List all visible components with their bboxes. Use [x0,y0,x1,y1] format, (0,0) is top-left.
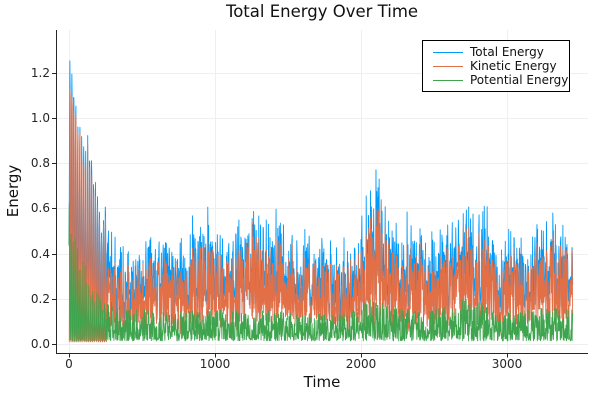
legend-line-swatch [433,65,463,67]
y-tick-label: 0.8 [30,156,50,171]
y-tick-label: 1.0 [30,111,50,126]
y-tick-label: 0.6 [30,201,50,216]
y-tick-label: 0.2 [30,291,50,306]
legend-line-swatch [433,51,463,53]
legend-entry: Potential Energy [433,73,568,87]
y-tick-label: 0.4 [30,246,50,261]
y-tick-label: 0.0 [30,336,50,351]
y-tick-label: 1.2 [30,66,50,81]
chart-title: Total Energy Over Time [225,2,419,21]
legend-line-swatch [433,79,463,81]
x-tick-label: 3000 [491,357,523,371]
x-tick-label: 1000 [199,357,231,371]
legend: Total Energy Kinetic Energy Potential Ener… [422,40,570,92]
legend-label: Total Energy [470,45,544,59]
legend-entry: Kinetic Energy [433,59,563,73]
x-tick-label: 0 [65,357,73,371]
legend-label: Potential Energy [470,73,569,87]
legend-entry: Total Energy [433,45,563,59]
legend-label: Kinetic Energy [470,59,557,73]
x-axis-label: Time [303,373,341,391]
x-tick-label: 2000 [345,357,377,371]
